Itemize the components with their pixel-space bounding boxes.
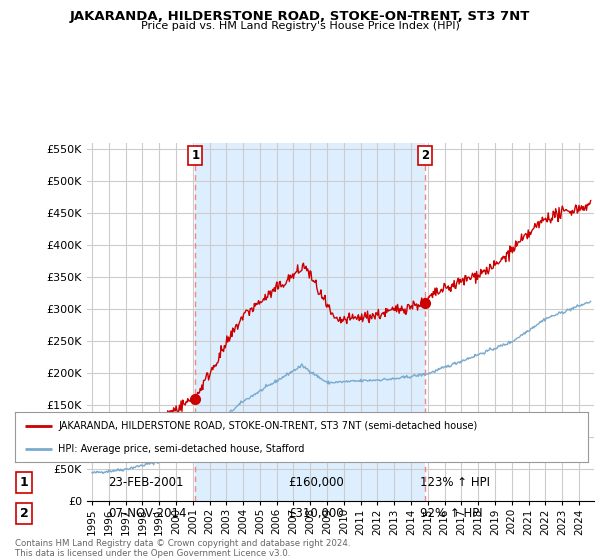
Text: £310,000: £310,000 <box>288 507 344 520</box>
Text: 23-FEB-2001: 23-FEB-2001 <box>108 476 184 489</box>
Text: 92% ↑ HPI: 92% ↑ HPI <box>420 507 482 520</box>
Bar <box>195 143 425 501</box>
Text: 1: 1 <box>20 476 28 489</box>
Text: Contains HM Land Registry data © Crown copyright and database right 2024.
This d: Contains HM Land Registry data © Crown c… <box>15 539 350 558</box>
Text: £160,000: £160,000 <box>288 476 344 489</box>
Text: HPI: Average price, semi-detached house, Stafford: HPI: Average price, semi-detached house,… <box>58 445 304 454</box>
Text: Price paid vs. HM Land Registry's House Price Index (HPI): Price paid vs. HM Land Registry's House … <box>140 21 460 31</box>
Text: 123% ↑ HPI: 123% ↑ HPI <box>420 476 490 489</box>
Text: 1: 1 <box>191 149 199 162</box>
Text: 07-NOV-2014: 07-NOV-2014 <box>108 507 187 520</box>
Text: 2: 2 <box>20 507 28 520</box>
Text: JAKARANDA, HILDERSTONE ROAD, STOKE-ON-TRENT, ST3 7NT: JAKARANDA, HILDERSTONE ROAD, STOKE-ON-TR… <box>70 10 530 23</box>
Text: 2: 2 <box>421 149 430 162</box>
Text: JAKARANDA, HILDERSTONE ROAD, STOKE-ON-TRENT, ST3 7NT (semi-detached house): JAKARANDA, HILDERSTONE ROAD, STOKE-ON-TR… <box>58 421 477 431</box>
